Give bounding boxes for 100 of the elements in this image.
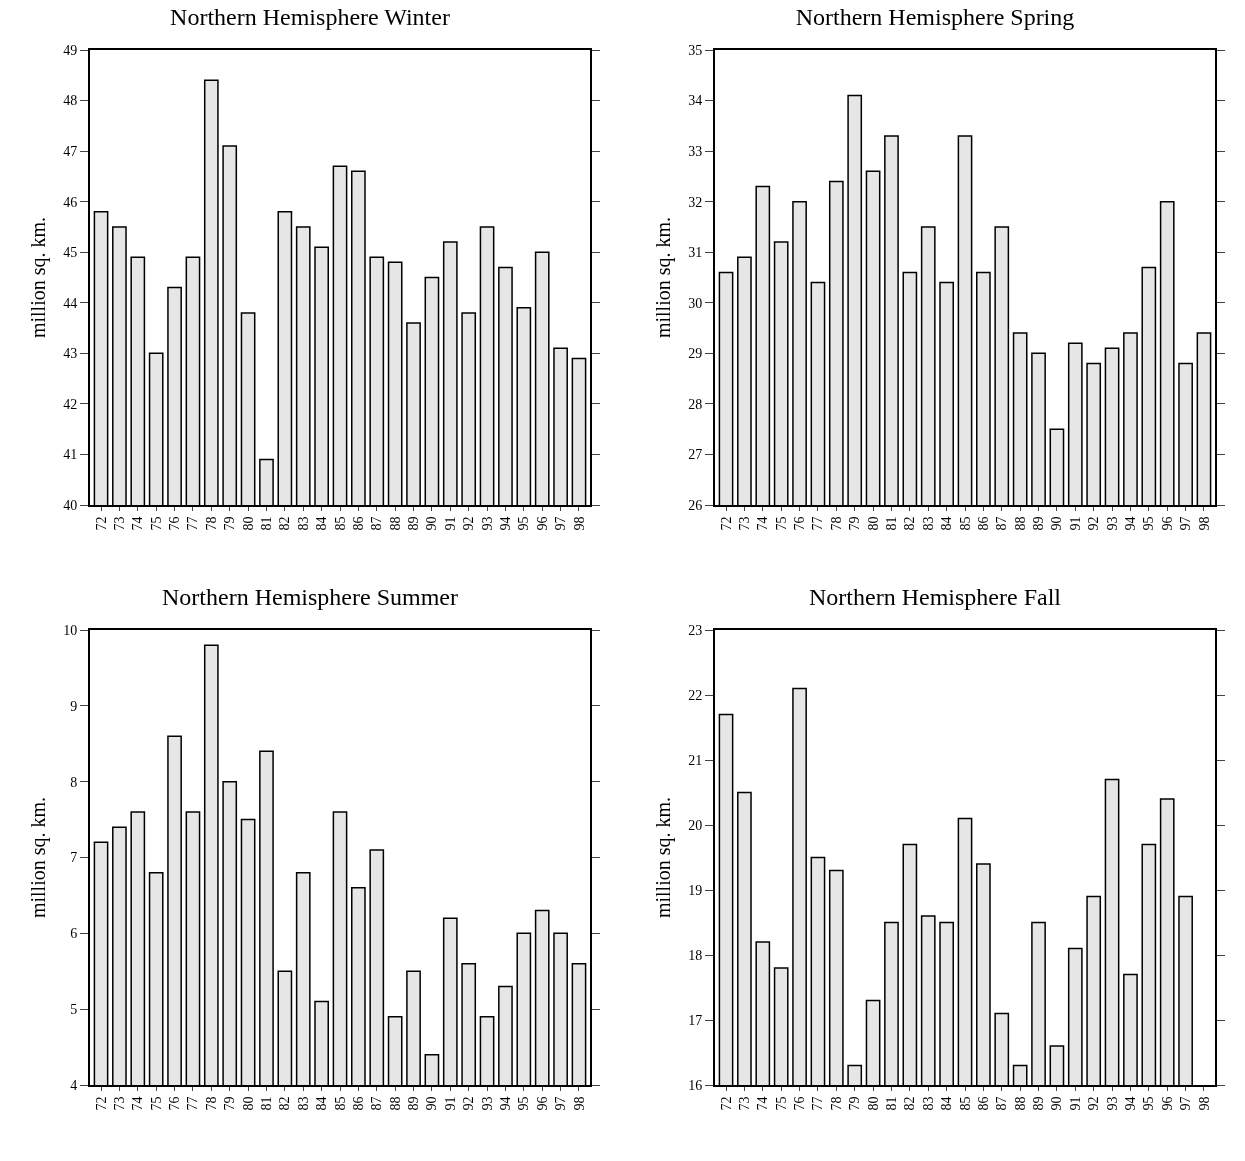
y-tick-label: 31	[688, 245, 703, 261]
x-tick-label: 77	[185, 516, 201, 531]
x-tick-label: 97	[553, 1096, 569, 1111]
x-tick-label: 81	[259, 1096, 275, 1111]
x-tick-label: 87	[994, 1096, 1010, 1111]
x-tick-label: 88	[387, 516, 403, 531]
x-tick-label: 80	[240, 1096, 256, 1111]
y-tick-label: 29	[688, 346, 703, 362]
x-tick-label: 85	[332, 1096, 348, 1111]
chart-title: Northern Hemisphere Summer	[162, 584, 458, 611]
x-tick-label: 84	[314, 1096, 330, 1111]
y-tick-label: 10	[63, 622, 78, 638]
chart-title: Northern Hemisphere Spring	[795, 4, 1075, 31]
x-tick-label: 85	[957, 1096, 973, 1111]
x-tick-label: 87	[994, 516, 1010, 531]
x-tick-label: 74	[130, 516, 146, 531]
y-tick-label: 27	[688, 447, 703, 463]
y-axis-title: million sq. km.	[652, 216, 676, 339]
y-tick-label: 45	[63, 245, 78, 261]
x-tick-label: 81	[259, 516, 275, 531]
y-tick-label: 28	[688, 396, 703, 412]
x-tick-label: 73	[736, 516, 752, 531]
y-axis-title: million sq. km.	[27, 216, 51, 339]
y-tick-label: 34	[688, 93, 703, 109]
x-tick-label: 92	[1086, 1096, 1102, 1111]
y-axis-title: million sq. km.	[652, 796, 676, 919]
y-tick-label: 5	[70, 1002, 78, 1018]
x-tick-label: 92	[461, 516, 477, 531]
x-tick-label: 78	[203, 1096, 219, 1111]
x-tick-label: 90	[1049, 1096, 1065, 1111]
x-tick-label: 91	[1067, 1096, 1083, 1111]
y-tick-label: 33	[688, 144, 703, 160]
y-tick-label: 23	[688, 622, 703, 638]
x-tick-label: 83	[920, 1096, 936, 1111]
x-tick-label: 74	[755, 516, 771, 531]
x-tick-label: 72	[718, 516, 734, 531]
x-tick-label: 89	[406, 1096, 422, 1111]
y-tick-label: 4	[70, 1077, 78, 1093]
y-tick-label: 43	[63, 346, 78, 362]
x-tick-label: 94	[1122, 1096, 1138, 1111]
x-tick-label: 98	[571, 516, 587, 531]
x-tick-label: 90	[424, 1096, 440, 1111]
x-tick-label: 82	[277, 1096, 293, 1111]
chart-title: Northern Hemisphere Fall	[809, 584, 1062, 611]
x-tick-label: 78	[203, 516, 219, 531]
x-tick-label: 75	[148, 516, 164, 531]
x-tick-label: 95	[1141, 1096, 1157, 1111]
x-tick-label: 87	[369, 516, 385, 531]
x-tick-label: 76	[792, 1096, 808, 1111]
x-tick-label: 80	[865, 516, 881, 531]
y-tick-label: 35	[688, 42, 703, 58]
y-tick-label: 41	[63, 447, 78, 463]
x-tick-label: 82	[277, 516, 293, 531]
chart-title: Northern Hemisphere Winter	[170, 4, 450, 31]
x-tick-label: 96	[1159, 1096, 1175, 1111]
y-tick-label: 40	[63, 497, 78, 513]
x-tick-label: 84	[939, 516, 955, 531]
x-tick-label: 96	[534, 516, 550, 531]
x-tick-label: 86	[350, 516, 366, 531]
x-tick-label: 75	[773, 1096, 789, 1111]
x-tick-label: 77	[185, 1096, 201, 1111]
x-tick-label: 77	[810, 1096, 826, 1111]
x-tick-label: 97	[553, 516, 569, 531]
x-tick-label: 74	[130, 1096, 146, 1111]
x-tick-label: 92	[461, 1096, 477, 1111]
x-tick-label: 79	[847, 1096, 863, 1111]
x-tick-label: 88	[387, 1096, 403, 1111]
x-tick-label: 76	[167, 1096, 183, 1111]
x-tick-label: 72	[93, 1096, 109, 1111]
x-tick-label: 80	[240, 516, 256, 531]
y-axis-title: million sq. km.	[27, 796, 51, 919]
x-tick-label: 89	[406, 516, 422, 531]
x-tick-label: 93	[1104, 516, 1120, 531]
x-tick-label: 81	[884, 516, 900, 531]
x-tick-label: 96	[1159, 516, 1175, 531]
x-tick-label: 88	[1012, 1096, 1028, 1111]
x-tick-label: 97	[1178, 516, 1194, 531]
x-tick-label: 96	[534, 1096, 550, 1111]
x-tick-label: 85	[957, 516, 973, 531]
x-tick-label: 87	[369, 1096, 385, 1111]
y-tick-label: 19	[688, 882, 703, 898]
y-tick-label: 9	[70, 698, 78, 714]
y-tick-label: 46	[63, 194, 78, 210]
x-tick-label: 86	[975, 1096, 991, 1111]
x-tick-label: 94	[497, 1096, 513, 1111]
x-tick-label: 83	[295, 1096, 311, 1111]
x-tick-label: 81	[884, 1096, 900, 1111]
x-tick-label: 75	[148, 1096, 164, 1111]
x-tick-label: 80	[865, 1096, 881, 1111]
x-tick-label: 85	[332, 516, 348, 531]
x-tick-label: 98	[571, 1096, 587, 1111]
x-tick-label: 76	[167, 516, 183, 531]
x-tick-label: 88	[1012, 516, 1028, 531]
x-tick-label: 93	[479, 1096, 495, 1111]
x-tick-label: 74	[755, 1096, 771, 1111]
y-tick-label: 44	[63, 295, 78, 311]
y-tick-label: 17	[688, 1012, 703, 1028]
x-tick-label: 82	[902, 1096, 918, 1111]
y-tick-label: 22	[688, 687, 703, 703]
x-tick-label: 94	[497, 516, 513, 531]
